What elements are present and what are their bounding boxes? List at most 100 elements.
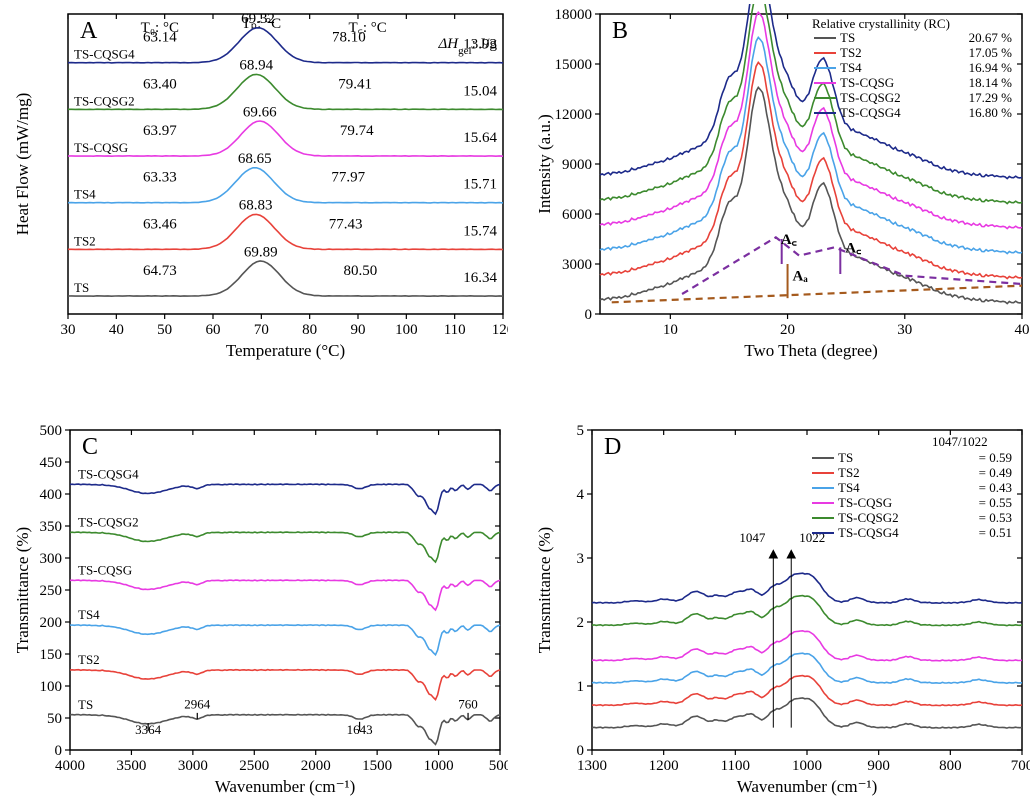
svg-text:Heat Flow (mW/mg): Heat Flow (mW/mg) bbox=[13, 93, 32, 236]
legend-label: TS-CQSG2 bbox=[838, 510, 899, 525]
legend-label: TS bbox=[838, 450, 853, 465]
label-aa: Aₐ bbox=[793, 269, 809, 285]
legend-label: TS-CQSG4 bbox=[838, 525, 899, 540]
svg-text:15000: 15000 bbox=[555, 57, 593, 73]
marker-label-1047: 1047 bbox=[739, 530, 766, 545]
svg-text:4000: 4000 bbox=[55, 758, 85, 774]
svg-text:10: 10 bbox=[663, 322, 678, 338]
dh-TS-CQSG2: 15.04 bbox=[463, 83, 497, 99]
svg-text:2: 2 bbox=[577, 615, 585, 631]
t0-TS-CQSG4: 63.14 bbox=[143, 30, 177, 46]
t0-TS2: 63.46 bbox=[143, 216, 177, 232]
ftir-curve-TS-CQSG4 bbox=[70, 484, 500, 514]
svg-text:Temperature (°C): Temperature (°C) bbox=[226, 341, 345, 360]
series-label-TS2: TS2 bbox=[78, 652, 100, 667]
svg-text:C: C bbox=[82, 434, 98, 460]
svg-text:Wavenumber (cm⁻¹): Wavenumber (cm⁻¹) bbox=[737, 777, 878, 796]
svg-text:1500: 1500 bbox=[362, 758, 392, 774]
series-label-TS: TS bbox=[78, 697, 93, 712]
t0-TS-CQSG2: 63.40 bbox=[143, 76, 177, 92]
svg-text:Intensity (a.u.): Intensity (a.u.) bbox=[535, 114, 554, 214]
panel-d: 1300120011001000900800700012345Wavenumbe… bbox=[530, 420, 1030, 800]
series-label-TS-CQSG: TS-CQSG bbox=[78, 562, 132, 577]
svg-text:3: 3 bbox=[577, 551, 585, 567]
svg-text:110: 110 bbox=[444, 322, 466, 338]
svg-text:9000: 9000 bbox=[562, 157, 592, 173]
legend-rc: 16.80 % bbox=[969, 105, 1013, 120]
ftirzoom-curve-TS-CQSG4 bbox=[592, 573, 1022, 603]
svg-text:D: D bbox=[604, 434, 621, 460]
dh-TS4: 15.71 bbox=[463, 177, 497, 193]
tc-TS-CQSG: 79.74 bbox=[340, 123, 374, 139]
svg-text:Two Theta (degree): Two Theta (degree) bbox=[744, 341, 878, 360]
legend-ratio: = 0.49 bbox=[979, 465, 1012, 480]
svg-text:70: 70 bbox=[254, 322, 269, 338]
t0-TS: 64.73 bbox=[143, 263, 177, 279]
dsc-curve-TS2 bbox=[68, 214, 503, 249]
series-label-TS-CQSG2: TS-CQSG2 bbox=[78, 514, 139, 529]
xrd-curve-TS bbox=[600, 87, 1022, 303]
series-label-TS: TS bbox=[74, 280, 89, 295]
dh-TS-CQSG: 15.64 bbox=[463, 130, 497, 146]
legend-label: TS-CQSG2 bbox=[840, 90, 901, 105]
legend-label: TS bbox=[840, 30, 855, 45]
svg-text:30: 30 bbox=[897, 322, 912, 338]
tp-TS4: 68.65 bbox=[238, 151, 272, 167]
series-label-TS-CQSG4: TS-CQSG4 bbox=[74, 47, 135, 62]
svg-text:40: 40 bbox=[109, 322, 124, 338]
legend-label: TS2 bbox=[838, 465, 860, 480]
dh-TS: 16.34 bbox=[463, 270, 497, 286]
svg-text:2000: 2000 bbox=[301, 758, 331, 774]
svg-text:Wavenumber (cm⁻¹): Wavenumber (cm⁻¹) bbox=[215, 777, 356, 796]
label-ac: A꜀ bbox=[781, 232, 797, 248]
svg-text:200: 200 bbox=[40, 615, 63, 631]
peak-2964: 2964 bbox=[184, 696, 211, 711]
peak-760: 760 bbox=[458, 696, 478, 711]
svg-text:800: 800 bbox=[939, 758, 962, 774]
svg-text:12000: 12000 bbox=[555, 107, 593, 123]
svg-text:900: 900 bbox=[867, 758, 890, 774]
svg-text:80: 80 bbox=[302, 322, 317, 338]
tc-TS2: 77.43 bbox=[329, 216, 363, 232]
dsc-curve-TS bbox=[68, 261, 503, 296]
tc-TS: 80.50 bbox=[344, 263, 378, 279]
svg-text:5: 5 bbox=[577, 423, 585, 439]
panel-d-svg: 1300120011001000900800700012345Wavenumbe… bbox=[530, 420, 1030, 800]
panel-c: 4000350030002500200015001000500050100150… bbox=[8, 420, 508, 800]
tc-TS-CQSG2: 79.41 bbox=[338, 76, 372, 92]
svg-text:B: B bbox=[612, 18, 628, 44]
dsc-curve-TS4 bbox=[68, 168, 503, 203]
panel-b: 102030400300060009000120001500018000Two … bbox=[530, 4, 1030, 364]
series-label-TS4: TS4 bbox=[74, 187, 96, 202]
svg-text:2500: 2500 bbox=[239, 758, 269, 774]
svg-text:4: 4 bbox=[577, 487, 585, 503]
svg-text:Transmittance (%): Transmittance (%) bbox=[535, 527, 554, 653]
legend-title: Relative crystallinity (RC) bbox=[812, 16, 950, 31]
ftir-curve-TS-CQSG bbox=[70, 580, 500, 610]
svg-text:18000: 18000 bbox=[555, 7, 593, 23]
svg-text:Transmittance (%): Transmittance (%) bbox=[13, 527, 32, 653]
svg-text:350: 350 bbox=[40, 519, 63, 535]
svg-text:40: 40 bbox=[1015, 322, 1030, 338]
xrd-curve-TS-CQSG bbox=[600, 12, 1022, 228]
dsc-curve-TS-CQSG bbox=[68, 121, 503, 156]
svg-text:20: 20 bbox=[780, 322, 795, 338]
legend-label: TS4 bbox=[838, 480, 860, 495]
series-label-TS-CQSG2: TS-CQSG2 bbox=[74, 93, 135, 108]
series-label-TS-CQSG: TS-CQSG bbox=[74, 140, 128, 155]
xrd-curve-TS2 bbox=[600, 62, 1022, 278]
tp-TS-CQSG4: 69.32 bbox=[241, 11, 275, 27]
ftir-curve-TS-CQSG2 bbox=[70, 532, 500, 562]
legend-ratio: = 0.53 bbox=[979, 510, 1012, 525]
tp-TS2: 68.83 bbox=[239, 198, 273, 214]
baseline-aa bbox=[612, 286, 1022, 303]
dh-TS2: 15.74 bbox=[463, 223, 497, 239]
tp-TS: 69.89 bbox=[244, 244, 278, 260]
legend-rc: 17.05 % bbox=[969, 45, 1013, 60]
legend-ratio: = 0.55 bbox=[979, 495, 1012, 510]
svg-text:500: 500 bbox=[40, 423, 63, 439]
panel-a-svg: 30405060708090100110120Temperature (°C)H… bbox=[8, 4, 508, 364]
svg-text:0: 0 bbox=[585, 307, 593, 323]
figure-container: 30405060708090100110120Temperature (°C)H… bbox=[0, 0, 1034, 806]
xrd-curve-TS4 bbox=[600, 37, 1022, 253]
